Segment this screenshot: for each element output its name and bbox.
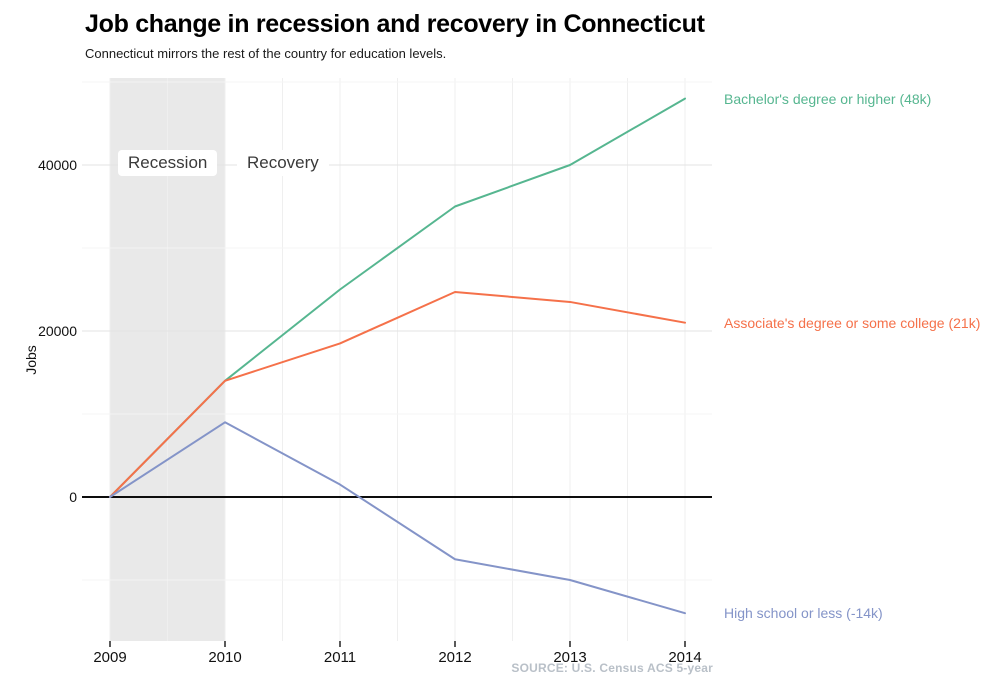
recovery-annotation: Recovery <box>237 150 329 176</box>
source-credit: SOURCE: U.S. Census ACS 5-year <box>511 661 713 675</box>
x-tick-label: 2010 <box>208 649 242 666</box>
series-label-high-school-or-less: High school or less (-14k) <box>724 605 883 622</box>
x-tick-label: 2009 <box>93 649 127 666</box>
x-tick-label: 2011 <box>323 649 357 666</box>
chart-subtitle: Connecticut mirrors the rest of the coun… <box>85 46 447 61</box>
y-tick-label: 40000 <box>38 157 77 173</box>
y-tick-label: 20000 <box>38 323 77 339</box>
y-tick-label: 0 <box>69 489 77 505</box>
series-line-high-school-or-less <box>109 421 686 615</box>
y-axis-title: Jobs <box>23 345 39 375</box>
recession-annotation: Recession <box>118 150 218 176</box>
x-tick-label: 2013 <box>553 649 587 666</box>
series-label-bachelors-degree-or-higher: Bachelor's degree or higher (48k) <box>724 90 932 107</box>
series-label-associates-degree-or-some-college: Associate's degree or some college (21k) <box>724 314 981 331</box>
chart-title: Job change in recession and recovery in … <box>85 10 705 38</box>
x-tick-label: 2012 <box>438 649 472 666</box>
series-line-associates-degree-or-some-college <box>109 290 686 498</box>
x-tick-label: 2014 <box>668 649 702 666</box>
